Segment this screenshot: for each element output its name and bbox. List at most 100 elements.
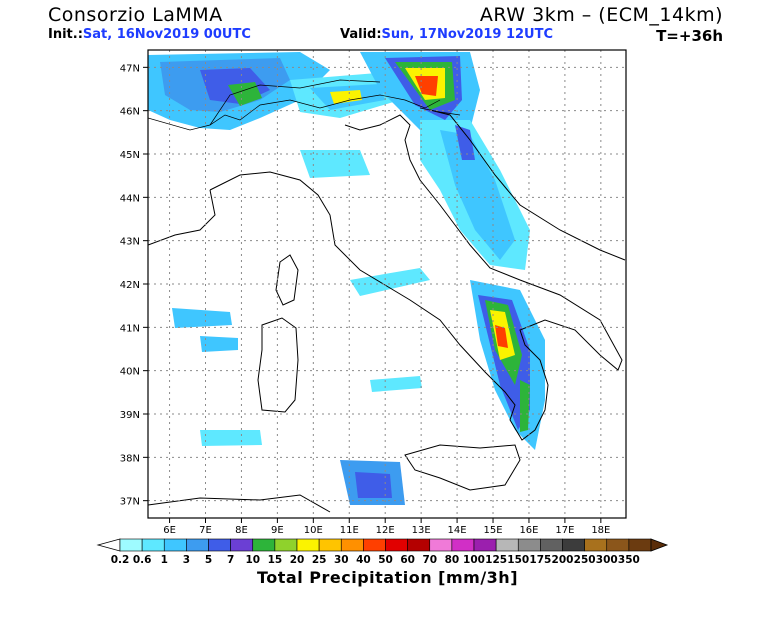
colorbar-level-label: 80: [445, 554, 460, 566]
lon-label: 6E: [163, 525, 176, 536]
colorbar-level-label: 150: [507, 554, 529, 566]
colorbar-level-label: 70: [422, 554, 437, 566]
axis-ticks: [143, 66, 602, 523]
italy-coastline: [209, 114, 623, 441]
init-value: Sat, 16Nov2019 00UTC: [82, 27, 251, 42]
colorbar-swatch: [451, 538, 475, 552]
colorbar-swatch: [186, 538, 209, 552]
colorbar-swatch: [517, 538, 541, 552]
lat-label: 47N: [120, 63, 140, 74]
colorbar-level-label: 3: [183, 554, 190, 566]
colorbar-swatch: [540, 538, 563, 552]
colorbar-labels: 0.2 0.6 1 3 5 7 10 15 20 25 30 40 50 60 70 80 100 125 150 1…: [111, 554, 640, 566]
colorbar-swatch: [252, 538, 276, 552]
lat-label: 43N: [120, 237, 140, 248]
precip-adriatic-strip: [455, 125, 475, 160]
colorbar-level-label: 300: [596, 554, 618, 566]
lon-label: 15E: [483, 525, 502, 536]
precip-calabria: [520, 380, 530, 432]
colorbar-level-label: 10: [245, 554, 260, 566]
colorbar-swatch: [606, 538, 630, 552]
colorbar-title: Total Precipitation [mm/3h]: [256, 568, 519, 587]
colorbar-level-label: 20: [290, 554, 305, 566]
lat-label: 37N: [120, 497, 140, 508]
colorbar-level-label: 40: [356, 554, 371, 566]
colorbar-swatch: [208, 538, 231, 552]
colorbar-swatch: [296, 538, 320, 552]
corsica-coastline: [275, 254, 299, 306]
colorbar-swatch: [340, 538, 364, 552]
lon-label: 8E: [235, 525, 248, 536]
colorbar-level-label: 5: [205, 554, 212, 566]
balkan-coastline: [429, 109, 626, 261]
colorbar: [96, 538, 669, 552]
lat-label: 46N: [120, 107, 140, 118]
colorbar-level-label: 7: [227, 554, 234, 566]
valid-line: Valid:Sun, 17Nov2019 12UTC: [340, 27, 553, 42]
colorbar-level-label: 200: [552, 554, 574, 566]
precip-tuscany: [300, 150, 370, 178]
colorbar-level-label: 50: [378, 554, 393, 566]
colorbar-swatch: [495, 538, 519, 552]
colorbar-under-arrow: [96, 538, 121, 552]
colorbar-swatch: [473, 538, 497, 552]
colorbar-level-label: 15: [268, 554, 283, 566]
colorbar-swatch: [363, 538, 386, 552]
colorbar-level-label: 0.2: [111, 554, 130, 566]
valid-label: Valid:: [340, 27, 382, 42]
lon-label: 14E: [448, 525, 467, 536]
lon-label: 16E: [519, 525, 538, 536]
init-line: Init.:Sat, 16Nov2019 00UTC: [48, 27, 251, 42]
colorbar-swatch: [274, 538, 298, 552]
lon-label: 18E: [591, 525, 610, 536]
precip-tyrrhenian-1: [350, 268, 430, 296]
colorbar-level-label: 350: [618, 554, 640, 566]
colorbar-swatch: [318, 538, 342, 552]
colorbar-level-label: 175: [529, 554, 551, 566]
lat-label: 45N: [120, 150, 140, 161]
colorbar-swatch: [562, 538, 585, 552]
colorbar-swatch: [163, 538, 187, 552]
colorbar-swatch: [141, 538, 165, 552]
colorbar-swatch: [119, 538, 143, 552]
precip-sardinia-south: [200, 430, 262, 446]
lon-label: 17E: [555, 525, 574, 536]
graticule: [148, 50, 626, 518]
slovenia-border: [419, 107, 461, 116]
colorbar-level-label: 0.6: [133, 554, 152, 566]
colorbar-level-label: 125: [485, 554, 507, 566]
colorbar-level-label: 60: [400, 554, 415, 566]
lat-label: 41N: [120, 323, 140, 334]
lat-label: 42N: [120, 280, 140, 291]
longitude-labels: 6E 7E 8E 9E 10E 11E 12E 13E 14E 15E 16E 17E 18E: [163, 525, 610, 536]
forecast-step: T=+36h: [656, 27, 723, 45]
precip-west-sea-2: [200, 336, 238, 352]
lon-label: 11E: [340, 525, 359, 536]
colorbar-swatch: [628, 538, 652, 552]
precipitation-layer: [148, 52, 545, 505]
precip-south-red: [495, 325, 508, 348]
lat-label: 44N: [120, 193, 140, 204]
borders: [148, 79, 461, 131]
latitude-labels: 47N 46N 45N 44N 43N 42N 41N 40N 39N 38N 37N: [120, 63, 140, 507]
colorbar-level-label: 30: [334, 554, 349, 566]
colorbar-swatch: [385, 538, 408, 552]
sardinia-coastline: [257, 317, 299, 413]
colorbar-swatch: [429, 538, 453, 552]
colorbar-swatch: [407, 538, 431, 552]
colorbar-level-label: 100: [463, 554, 485, 566]
init-label: Init.:: [48, 27, 83, 42]
lon-label: 10E: [304, 525, 323, 536]
central-europe-border: [209, 79, 381, 126]
colorbar-swatch: [584, 538, 608, 552]
precip-tyrrhenian-2: [370, 376, 422, 392]
org-title: Consorzio LaMMA: [48, 4, 223, 26]
precip-sicily-south-core: [355, 472, 392, 498]
lon-label: 13E: [412, 525, 431, 536]
france-coastline: [148, 189, 216, 246]
precip-west-sea-1: [172, 308, 232, 328]
model-title: ARW 3km – (ECM_14km): [479, 4, 723, 26]
colorbar-level-label: 1: [161, 554, 168, 566]
